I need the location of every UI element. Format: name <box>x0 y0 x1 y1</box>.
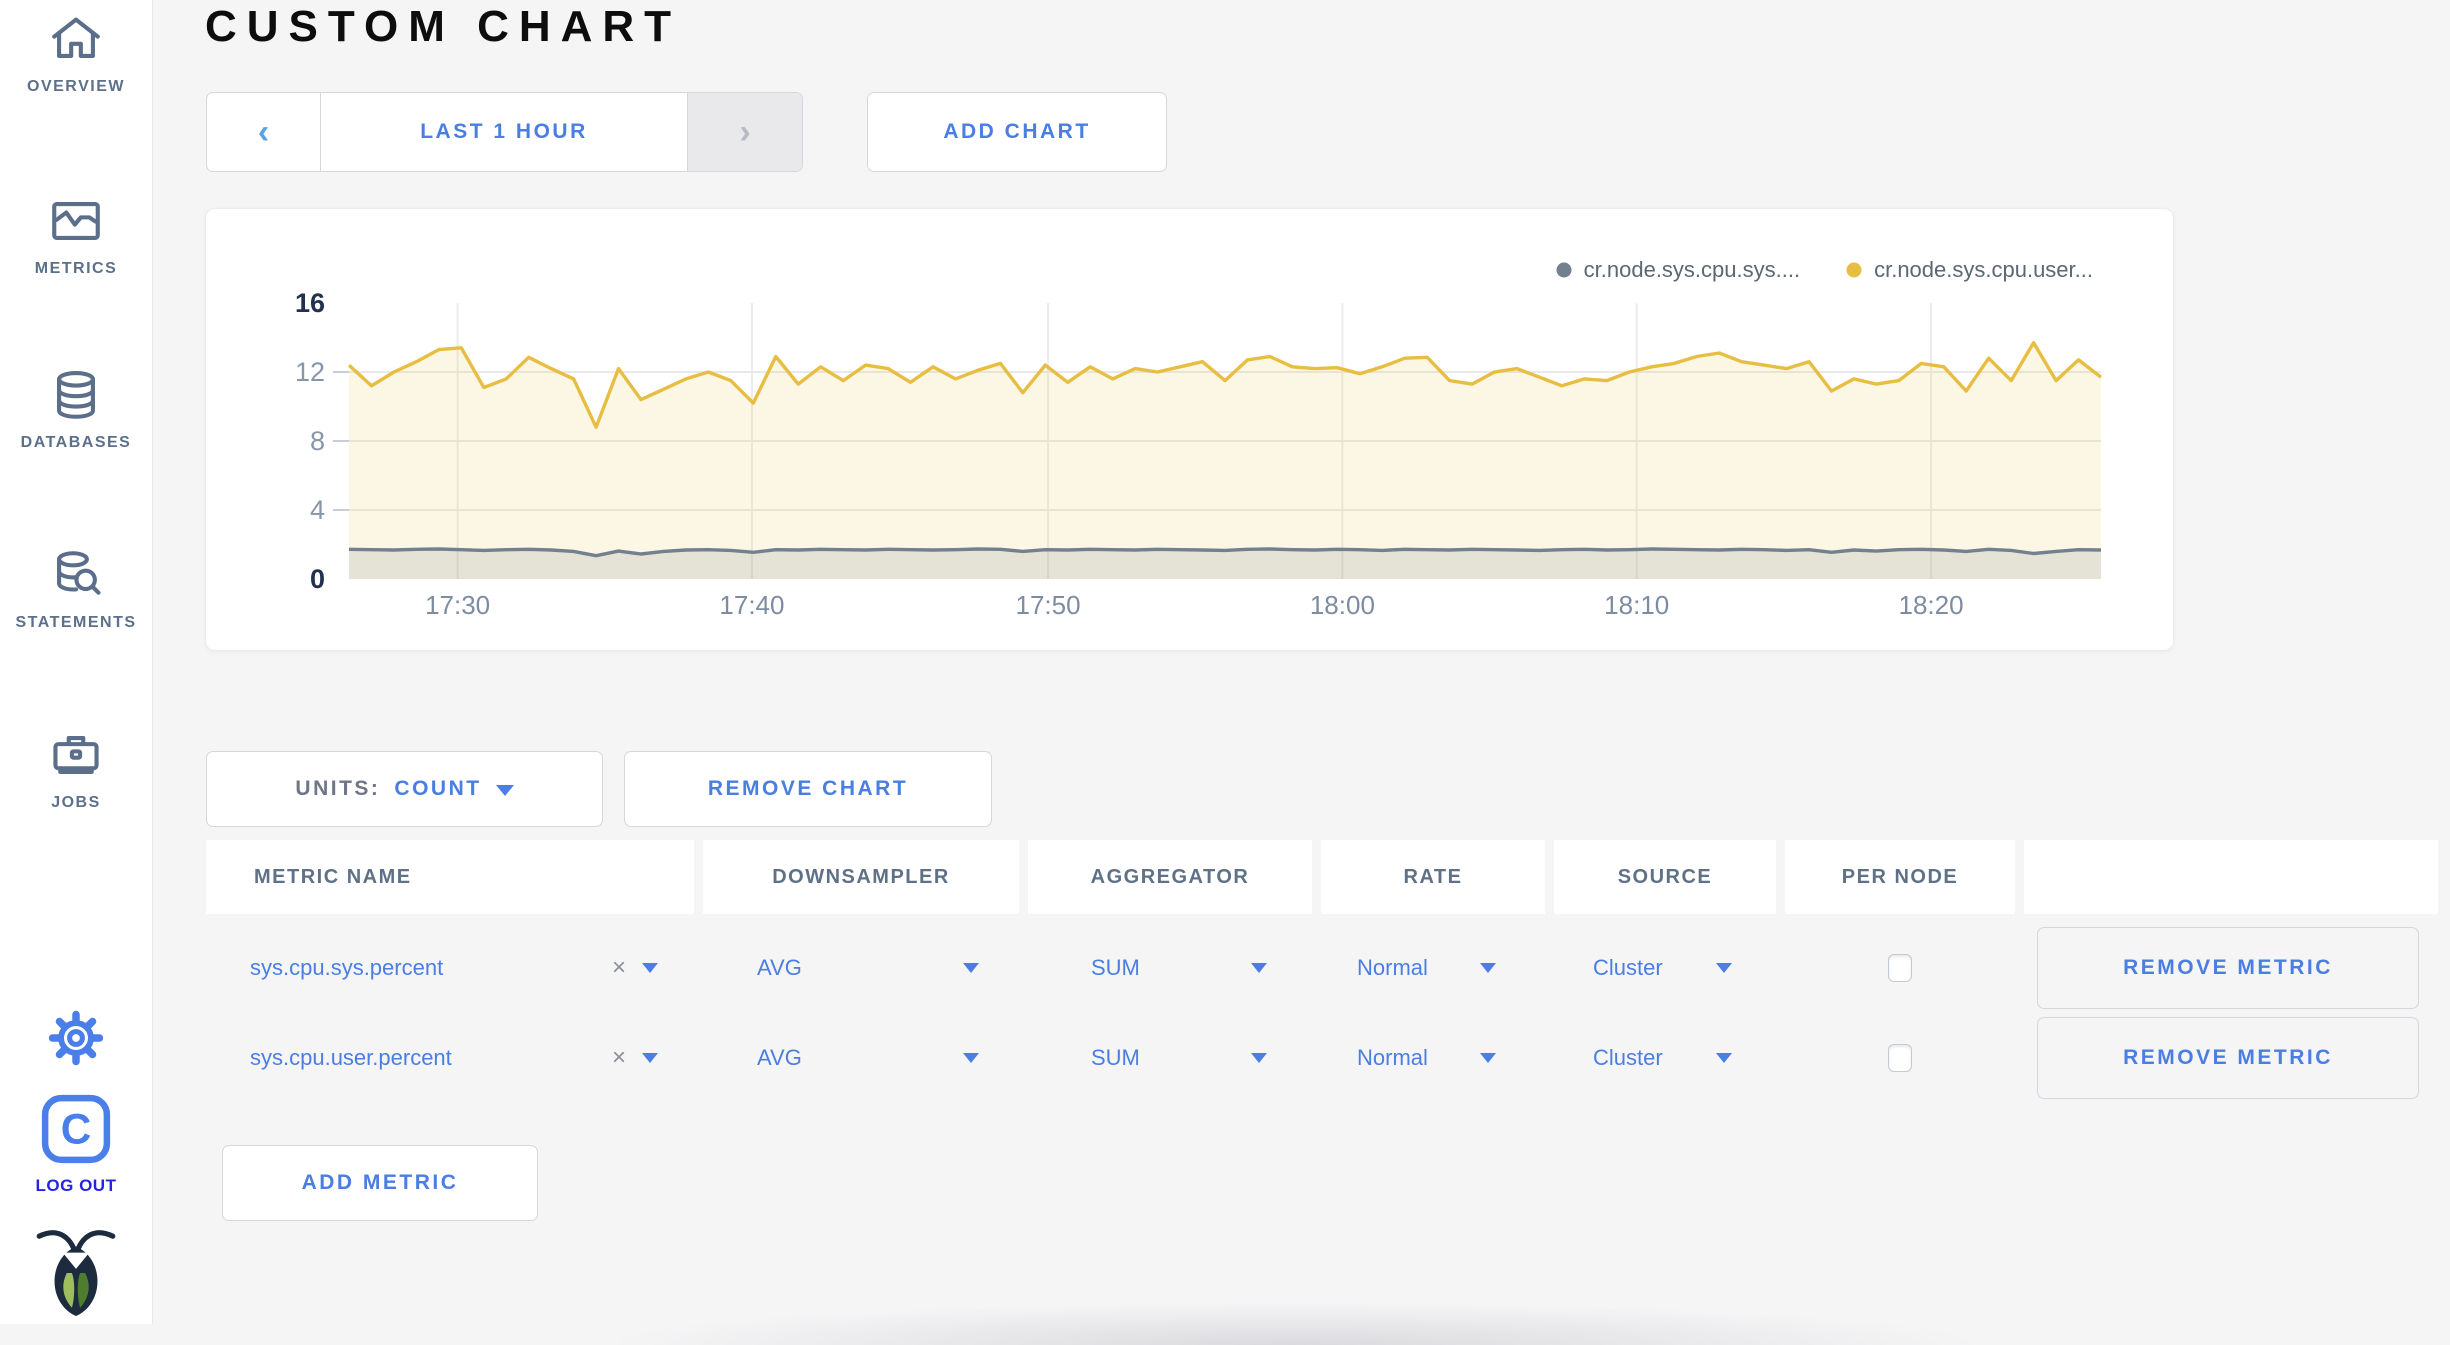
legend-dot-user <box>1846 262 1862 278</box>
sidebar-item-settings[interactable] <box>0 1006 152 1070</box>
jobs-icon <box>53 736 99 774</box>
custom-chart-card: 17:30 17:40 17:50 18:00 18:10 18:20 0 4 8 12 16 cr… <box>205 208 2174 651</box>
remove-metric-button[interactable]: REMOVE METRIC <box>2037 927 2419 1009</box>
sidebar: OVERVIEW METRICS DATABASES STATEMENTS <box>0 0 153 1324</box>
svg-text:17:40: 17:40 <box>719 590 784 620</box>
timescale-range-label: LAST 1 HOUR <box>420 120 588 143</box>
add-chart-button[interactable]: ADD CHART <box>867 92 1167 172</box>
sidebar-item-statements[interactable]: STATEMENTS <box>0 546 152 632</box>
timescale-next-button-disabled[interactable]: › <box>687 93 802 171</box>
statements-icon <box>57 551 101 595</box>
chevron-right-icon: › <box>739 113 751 151</box>
rate-select[interactable]: Normal <box>1357 1045 1428 1070</box>
table-row: sys.cpu.sys.percent × AVG SUM Normal Clu… <box>206 923 2438 1013</box>
remove-chart-button[interactable]: REMOVE CHART <box>624 751 992 827</box>
chevron-down-icon[interactable] <box>642 963 658 973</box>
column-header-rate: RATE <box>1321 840 1545 914</box>
downsampler-select[interactable]: AVG <box>757 955 802 980</box>
svg-text:12: 12 <box>295 357 325 387</box>
units-prefix-label: UNITS: <box>295 777 381 800</box>
downsampler-select[interactable]: AVG <box>757 1045 802 1070</box>
chevron-left-icon: ‹ <box>257 113 270 151</box>
column-header-per-node: PER NODE <box>1785 840 2015 914</box>
metrics-table-header: METRIC NAME DOWNSAMPLER AGGREGATOR RATE … <box>206 840 2438 914</box>
svg-text:8: 8 <box>310 426 325 456</box>
clear-metric-icon[interactable]: × <box>611 1044 626 1071</box>
column-header-aggregator: AGGREGATOR <box>1028 840 1312 914</box>
svg-text:18:00: 18:00 <box>1310 590 1375 620</box>
svg-text:C: C <box>61 1106 92 1153</box>
metrics-icon <box>52 202 100 240</box>
sidebar-item-label: STATEMENTS <box>15 614 137 631</box>
sidebar-item-jobs[interactable]: JOBS <box>0 726 152 812</box>
per-node-checkbox[interactable] <box>1888 1044 1912 1072</box>
card-edge-shadow <box>620 1303 1970 1345</box>
column-header-actions <box>2024 840 2438 914</box>
home-icon <box>52 17 100 58</box>
source-select[interactable]: Cluster <box>1593 955 1663 980</box>
column-header-downsampler: DOWNSAMPLER <box>703 840 1019 914</box>
legend-label: cr.node.sys.cpu.user... <box>1874 257 2093 282</box>
units-dropdown[interactable]: UNITS: COUNT <box>206 751 603 827</box>
rate-select[interactable]: Normal <box>1357 955 1428 980</box>
gear-icon <box>48 1010 104 1066</box>
svg-text:16: 16 <box>295 288 325 318</box>
legend-item-sys[interactable]: cr.node.sys.cpu.sys.... <box>1556 257 1800 283</box>
legend-item-user[interactable]: cr.node.sys.cpu.user... <box>1846 257 2093 283</box>
legend-dot-sys <box>1556 262 1572 278</box>
svg-text:4: 4 <box>310 495 325 525</box>
column-header-source: SOURCE <box>1554 840 1776 914</box>
chart-legend: cr.node.sys.cpu.sys.... cr.node.sys.cpu.… <box>1556 257 2093 283</box>
table-row: sys.cpu.user.percent × AVG SUM Normal Cl… <box>206 1013 2438 1103</box>
metric-name-dropdown[interactable]: sys.cpu.user.percent <box>250 1045 452 1070</box>
svg-text:17:30: 17:30 <box>425 590 490 620</box>
sidebar-item-label: DATABASES <box>20 434 132 451</box>
chevron-down-icon[interactable] <box>963 963 979 973</box>
legend-label: cr.node.sys.cpu.sys.... <box>1583 257 1801 282</box>
sidebar-item-label: JOBS <box>51 794 101 811</box>
chevron-down-icon <box>495 785 514 796</box>
chevron-down-icon[interactable] <box>963 1053 979 1063</box>
logout-label: LOG OUT <box>35 1176 117 1195</box>
clear-metric-icon[interactable]: × <box>611 954 626 981</box>
svg-text:0: 0 <box>310 564 325 594</box>
chevron-down-icon[interactable] <box>1480 1053 1496 1063</box>
svg-text:18:20: 18:20 <box>1899 590 1964 620</box>
cockroach-bug-icon <box>36 1230 116 1316</box>
units-value: COUNT <box>394 777 482 800</box>
page-title: CUSTOM CHART <box>205 2 682 51</box>
column-header-metric-name: METRIC NAME <box>206 840 694 914</box>
chevron-down-icon[interactable] <box>1480 963 1496 973</box>
sidebar-item-metrics[interactable]: METRICS <box>0 192 152 278</box>
chevron-down-icon[interactable] <box>1716 963 1732 973</box>
aggregator-select[interactable]: SUM <box>1091 955 1140 980</box>
timescale-range-button[interactable]: LAST 1 HOUR <box>321 93 687 171</box>
sidebar-item-label: OVERVIEW <box>27 78 125 95</box>
sidebar-item-databases[interactable]: DATABASES <box>0 366 152 452</box>
svg-text:17:50: 17:50 <box>1016 590 1081 620</box>
sidebar-item-logout[interactable]: C LOG OUT <box>0 1090 152 1196</box>
per-node-checkbox[interactable] <box>1888 954 1912 982</box>
svg-text:18:10: 18:10 <box>1604 590 1669 620</box>
cpu-usage-chart: 17:30 17:40 17:50 18:00 18:10 18:20 0 4 8 12 16 <box>295 288 2103 620</box>
sidebar-item-overview[interactable]: OVERVIEW <box>0 10 152 96</box>
sidebar-item-label: METRICS <box>34 260 118 277</box>
cockroach-c-logo-icon: C <box>41 1094 111 1164</box>
add-metric-button[interactable]: ADD METRIC <box>222 1145 538 1221</box>
timescale-selector: ‹ LAST 1 HOUR › <box>206 92 803 172</box>
chevron-down-icon[interactable] <box>1251 963 1267 973</box>
timescale-prev-button[interactable]: ‹ <box>207 93 321 171</box>
metric-name-dropdown[interactable]: sys.cpu.sys.percent <box>250 955 444 980</box>
chevron-down-icon[interactable] <box>1716 1053 1732 1063</box>
source-select[interactable]: Cluster <box>1593 1045 1663 1070</box>
aggregator-select[interactable]: SUM <box>1091 1045 1140 1070</box>
chevron-down-icon[interactable] <box>1251 1053 1267 1063</box>
chevron-down-icon[interactable] <box>642 1053 658 1063</box>
remove-metric-button[interactable]: REMOVE METRIC <box>2037 1017 2419 1099</box>
cockroach-logo <box>0 1226 152 1318</box>
databases-icon <box>57 370 95 419</box>
